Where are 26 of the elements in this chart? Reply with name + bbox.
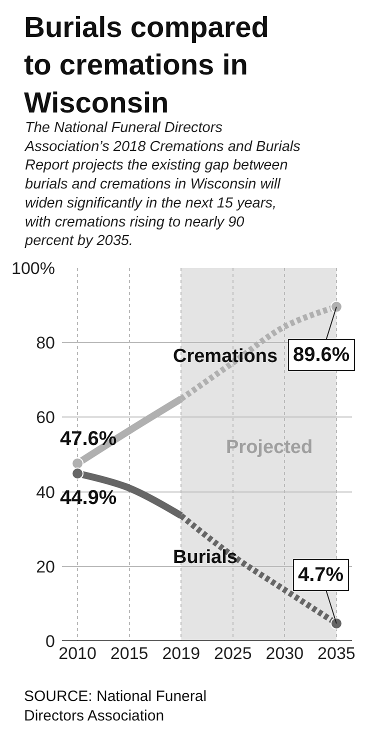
data-label: 89.6% [293, 344, 350, 366]
point [330, 617, 342, 630]
x-tick-label: 2019 [162, 644, 200, 663]
point [330, 300, 342, 313]
y-tick-label: 100% [12, 258, 55, 278]
y-tick-label: 40 [36, 482, 55, 502]
source-note: SOURCE: National Funeral Directors Association [24, 688, 207, 724]
data-label: 44.9% [60, 487, 117, 509]
point [72, 468, 84, 480]
y-tick-label: 0 [46, 632, 55, 651]
point [72, 457, 84, 470]
data-label: 4.7% [298, 564, 344, 586]
y-tick-label: 20 [36, 557, 55, 576]
x-tick-label: 2025 [214, 644, 252, 663]
x-tick-label: 2015 [110, 644, 148, 663]
chart-title: Burials compared to cremations in Wisconsin [24, 12, 269, 120]
data-label: 47.6% [60, 428, 117, 450]
x-tick-label: 2035 [318, 644, 356, 663]
x-tick-label: 2010 [58, 644, 96, 663]
x-tick-label: 2030 [266, 644, 304, 663]
series-label: Cremations [173, 346, 278, 367]
band-label: Projected [226, 437, 313, 458]
series-label: Burials [173, 547, 238, 568]
y-tick-label: 80 [36, 334, 55, 353]
chart-subtitle: The National Funeral Directors Association’s 2018 Cremations and Burials Report projects the existing gap between burials and cremations in Wisconsin will widen significantly in the next 15 years, with cremations rising to nearly 90 percent by 2035. [24, 120, 300, 250]
y-tick-label: 60 [36, 408, 55, 428]
